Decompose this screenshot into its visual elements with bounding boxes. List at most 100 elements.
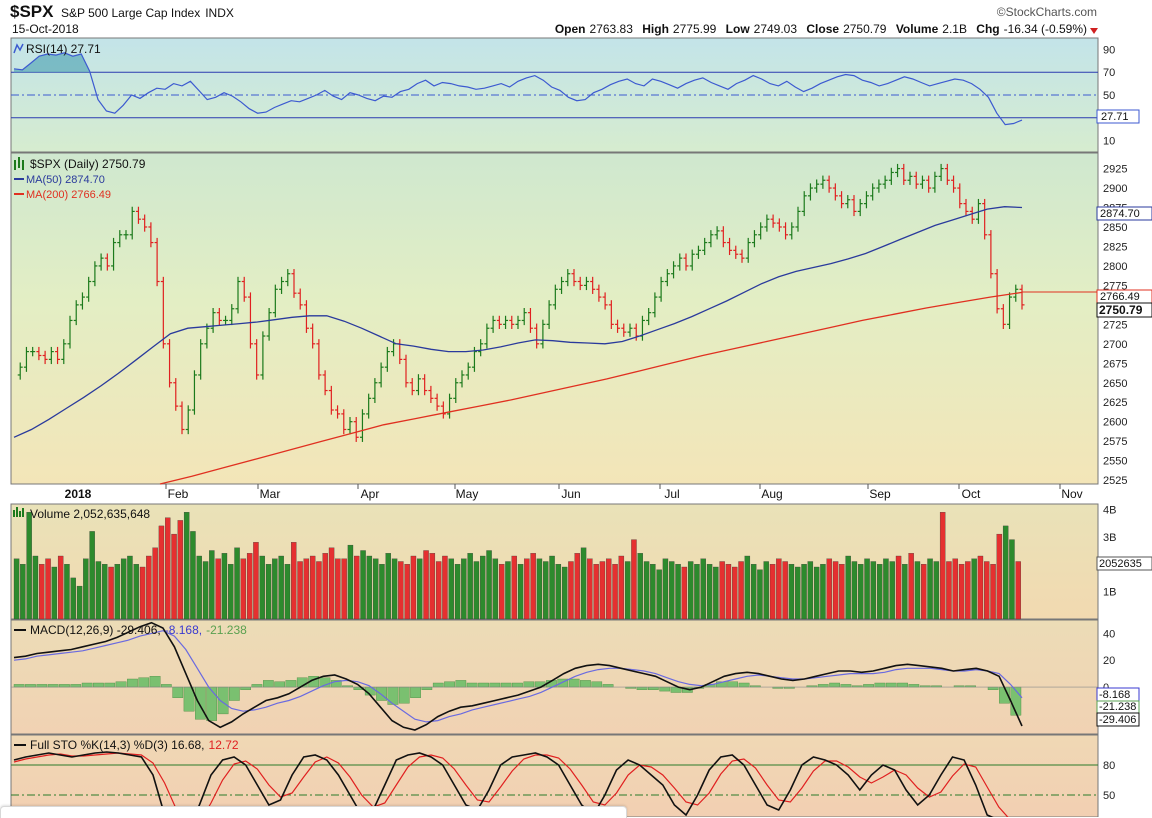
macd-hist-bar [727, 681, 739, 688]
volume-bar [744, 555, 751, 620]
volume-bar [505, 561, 511, 620]
volume-bar [643, 561, 650, 620]
volume-bar [391, 558, 398, 620]
volume-bar [908, 553, 914, 620]
volume-bar [20, 564, 26, 620]
rsi-legend-text: RSI(14) 27.71 [26, 42, 101, 56]
ma200-legend-text: MA(200) 2766.49 [26, 189, 111, 201]
x-axis-label: Sep [869, 487, 891, 501]
volume-bar [845, 555, 851, 620]
volume-bar [927, 558, 933, 620]
volume-bar [706, 564, 713, 620]
macd-y-tick: 40 [1103, 628, 1115, 640]
volume-bar [858, 564, 864, 620]
sto-legend-text: Full STO %K(14,3) %D(3) 16.68, 12.72 [30, 738, 239, 752]
volume-bar [725, 564, 732, 620]
volume-bar [51, 566, 58, 620]
volume-bar [606, 558, 612, 620]
volume-bar [328, 547, 335, 620]
volume-bar [939, 512, 946, 620]
volume-bar [977, 555, 984, 620]
macd-hist-bar [648, 686, 659, 690]
volume-bar [83, 558, 89, 620]
volume-bar [291, 542, 297, 620]
volume-bar [13, 558, 20, 620]
volume-bar [618, 555, 625, 620]
ma50-line [13, 206, 1023, 438]
macd-hist-bar [602, 684, 614, 688]
sto-k-line [13, 751, 994, 817]
volume-bar [32, 555, 39, 620]
volume-bar [656, 569, 662, 620]
volume-bar [687, 561, 694, 620]
macd-hist-bar [738, 682, 750, 688]
x-axis-label: Feb [168, 487, 189, 501]
price-panel [10, 152, 1099, 485]
price-y-tick: 2550 [1103, 456, 1127, 468]
volume-bar [895, 555, 902, 620]
macd-hist-bar [263, 680, 274, 688]
volume-bar [228, 564, 234, 620]
volume-bar [713, 566, 719, 620]
price-y-tick: 2825 [1103, 242, 1127, 254]
svg-text:27.71: 27.71 [1101, 111, 1129, 123]
volume-bar [183, 512, 190, 620]
volume-bar [719, 561, 725, 620]
price-y-tick: 2775 [1103, 280, 1127, 292]
volume-bar [379, 564, 385, 620]
volume-bar [259, 555, 265, 620]
macd-hist-bar [115, 681, 127, 688]
macd-hist-bar [160, 684, 172, 688]
volume-bar [498, 564, 505, 620]
x-axis-label: Aug [761, 487, 782, 501]
macd-hist-bar [829, 682, 841, 688]
volume-bar [971, 558, 977, 620]
rsi-line [13, 52, 1023, 126]
volume-bar [958, 564, 965, 620]
volume-bar [152, 547, 158, 620]
volume-bar [851, 561, 858, 620]
svg-text:-8.168: -8.168 [1099, 689, 1130, 701]
volume-bar [883, 558, 889, 620]
macd-hist-bar [81, 682, 93, 688]
volume-bar [669, 561, 675, 620]
volume-bar [429, 553, 436, 620]
volume-y-tick: 4B [1103, 505, 1116, 517]
volume-bar [398, 561, 404, 620]
volume-bar [404, 564, 410, 620]
volume-bar [517, 564, 524, 620]
volume-bar [284, 564, 291, 620]
ma50-legend-text: MA(50) 2874.70 [26, 174, 105, 186]
volume-bar [114, 564, 121, 620]
volume-bar [511, 555, 517, 620]
svg-text:-21.238: -21.238 [1099, 701, 1136, 713]
rsi-y-tick: 90 [1103, 44, 1115, 56]
volume-bar [952, 558, 958, 620]
x-axis-label: Jul [664, 487, 679, 501]
volume-bar [543, 561, 549, 620]
macd-hist-bar [398, 686, 410, 704]
volume-bar [650, 564, 656, 620]
volume-bar [272, 558, 278, 620]
volume-bar [253, 542, 259, 620]
volume-bar [826, 558, 832, 620]
volume-bar [246, 553, 253, 620]
macd-hist-bar [478, 682, 489, 688]
volume-bar [95, 561, 102, 620]
macd-hist-bar [444, 681, 455, 688]
volume-bar [171, 533, 177, 620]
volume-bar [801, 564, 807, 620]
macd-hist-bar [149, 676, 161, 688]
volume-bar [933, 561, 940, 620]
volume-bar [599, 561, 606, 620]
volume-bar [1002, 525, 1009, 620]
volume-bar [612, 564, 618, 620]
volume-bar [366, 555, 373, 620]
volume-bar [1009, 539, 1015, 620]
macd-hist-bar [36, 684, 48, 688]
volume-bar [26, 512, 32, 620]
volume-bar [561, 566, 568, 620]
macd-legend-text: MACD(12,26,9) -29.406, -8.168, -21.238 [30, 623, 247, 637]
macd-hist-bar [13, 684, 25, 688]
volume-bar [435, 561, 442, 620]
